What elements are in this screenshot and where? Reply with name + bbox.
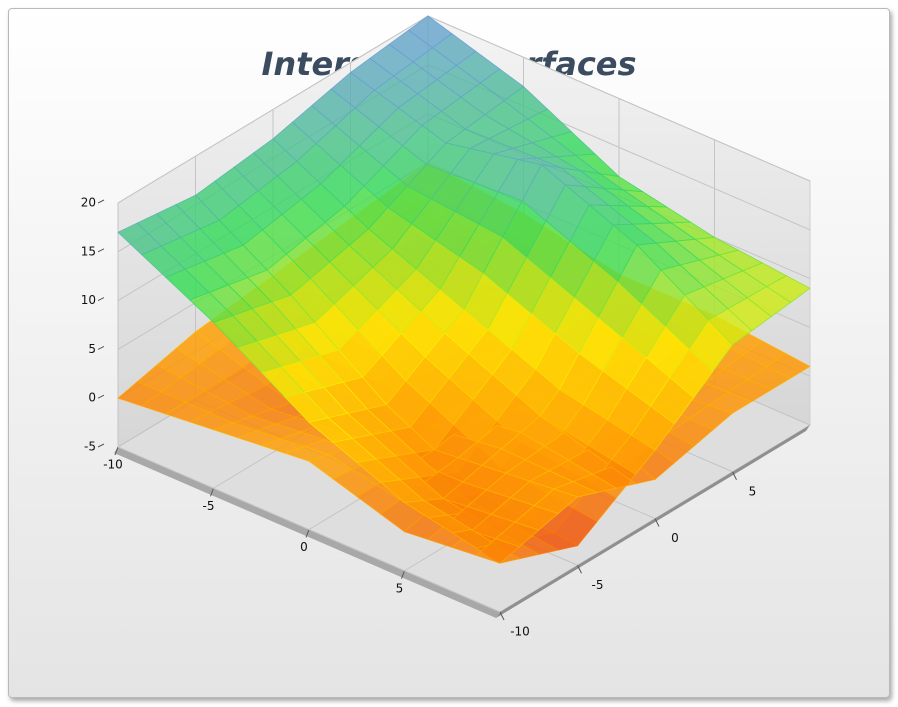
z-tick-label: 10 — [81, 293, 96, 307]
grid-line — [117, 446, 501, 613]
x-tick-label: 0 — [300, 540, 308, 554]
z-tick — [97, 345, 105, 350]
z-tick — [97, 248, 105, 253]
z-tick — [97, 443, 105, 448]
z-tick-label: 20 — [81, 196, 96, 210]
y-tick-label: -5 — [592, 578, 604, 592]
y-tick — [577, 565, 582, 574]
y-tick-label: -10 — [510, 625, 530, 639]
y-tick — [654, 518, 660, 527]
x-tick-label: -5 — [203, 499, 215, 513]
y-tick — [499, 611, 505, 621]
x-tick-label: 5 — [396, 581, 404, 595]
x-tick — [401, 570, 405, 579]
z-tick — [97, 394, 105, 399]
y-tick-label: 0 — [671, 531, 679, 545]
x-tick — [210, 488, 214, 497]
z-tick — [97, 199, 105, 204]
x-tick — [305, 529, 310, 538]
y-tick-label: 5 — [749, 484, 757, 498]
z-tick — [97, 297, 105, 302]
floor-edge — [114, 447, 500, 618]
floor-edge — [496, 425, 810, 618]
x-tick — [114, 446, 119, 456]
x-tick-label: -10 — [103, 458, 123, 472]
z-tick-label: -5 — [84, 440, 96, 454]
z-tick-label: 15 — [81, 244, 96, 258]
y-tick — [732, 471, 737, 480]
z-tick-label: 0 — [88, 391, 96, 405]
z-tick-label: 5 — [88, 342, 96, 356]
surface-patch — [475, 538, 521, 564]
